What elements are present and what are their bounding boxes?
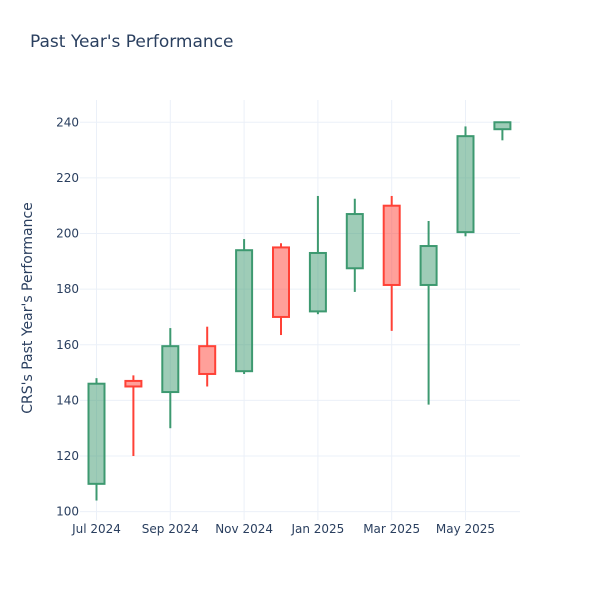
candle-body-increasing <box>87 382 106 485</box>
candle-body-increasing <box>493 121 512 131</box>
chart-title: Past Year's Performance <box>30 32 234 52</box>
x-tick-label: May 2025 <box>436 522 495 536</box>
candle-body-increasing <box>235 249 254 373</box>
x-tick-label: Jul 2024 <box>71 522 121 536</box>
y-tick-label: 200 <box>56 227 79 241</box>
candle-body-increasing <box>456 135 475 234</box>
candle-body-decreasing <box>382 204 401 286</box>
candle-body-increasing <box>308 251 327 313</box>
y-tick-label: 180 <box>56 282 79 296</box>
y-axis-title: CRS's Past Year's Performance <box>20 202 36 414</box>
y-tick-label: 160 <box>56 338 79 352</box>
candle-body-decreasing <box>272 246 290 318</box>
x-tick-label: Jan 2025 <box>290 522 344 536</box>
candle-body-increasing <box>345 213 364 270</box>
candle-body-increasing <box>161 345 180 394</box>
x-tick-label: Mar 2025 <box>363 522 420 536</box>
candle-body-decreasing <box>198 345 217 375</box>
x-tick-label: Sep 2024 <box>142 522 199 536</box>
y-tick-label: 120 <box>56 449 79 463</box>
y-tick-label: 220 <box>56 171 79 185</box>
y-tick-label: 240 <box>56 115 79 129</box>
candle-body-increasing <box>419 245 438 286</box>
x-tick-label: Nov 2024 <box>215 522 273 536</box>
y-tick-label: 140 <box>56 393 79 407</box>
y-tick-label: 100 <box>56 505 79 519</box>
candle-body-decreasing <box>124 379 143 388</box>
